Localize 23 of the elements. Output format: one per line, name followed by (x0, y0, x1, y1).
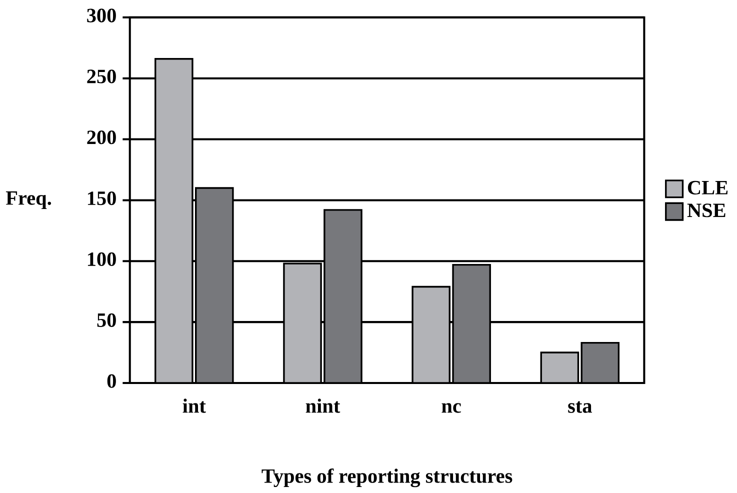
y-tick-label: 50 (97, 313, 116, 328)
y-tick-label: 0 (107, 374, 116, 388)
y-axis-title: Freq. (6, 192, 52, 210)
legend-label: CLE (688, 181, 728, 195)
x-tick-label: nint (306, 398, 340, 413)
bar (580, 342, 620, 384)
bar (540, 352, 580, 384)
bar (452, 264, 491, 384)
bar (195, 187, 234, 384)
bar (324, 209, 362, 384)
bar (154, 58, 194, 384)
x-axis-title: Types of reporting structures (262, 468, 512, 488)
x-tick-label: nc (442, 403, 461, 413)
x-tick-label: int (182, 398, 206, 413)
y-tick-label: 100 (88, 252, 116, 266)
y-tick-label: 300 (87, 8, 116, 22)
y-tick-label: 250 (87, 70, 116, 84)
y-tick-label: 200 (87, 130, 116, 144)
bar (412, 286, 450, 384)
y-tick-label: 150 (88, 192, 116, 206)
bar (283, 262, 322, 384)
legend-label: NSE (687, 204, 726, 218)
x-tick-label: sta (568, 401, 592, 413)
